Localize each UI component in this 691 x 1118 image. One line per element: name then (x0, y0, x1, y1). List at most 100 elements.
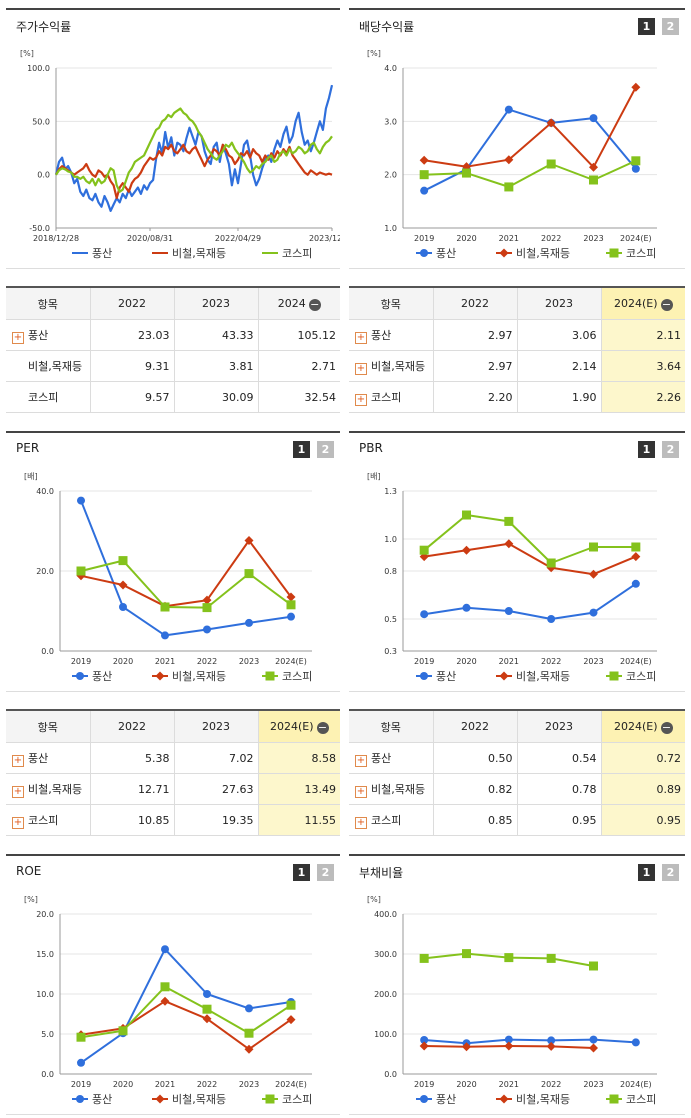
expand-icon[interactable]: + (355, 785, 367, 798)
page-1-button[interactable]: 1 (638, 441, 655, 458)
panel-title: 배당수익률 (359, 20, 415, 34)
page-2-button[interactable]: 2 (662, 18, 679, 35)
cell-value: 5.38 (89, 742, 174, 774)
per-chart: [배] 40.0 20.0 0.0 2019 2020 2021 2022 2023 2024(E… (24, 472, 312, 683)
cell-value: 0.95 (516, 804, 601, 836)
data-point (420, 672, 428, 680)
data-point (504, 516, 514, 526)
collapse-icon[interactable]: − (660, 720, 673, 734)
expand-icon[interactable]: + (355, 754, 367, 767)
data-point (546, 159, 556, 169)
y-tick-label: 2.0 (384, 171, 397, 180)
series-line (424, 159, 637, 188)
x-tick-label: 2019 (71, 657, 91, 666)
row-name: 비철,목재등 (371, 359, 426, 373)
data-point (589, 961, 598, 971)
page-1-button[interactable]: 1 (638, 864, 655, 881)
series-line (424, 1038, 636, 1045)
header-year: 2022 (89, 286, 174, 320)
cell-value: 3.64 (600, 350, 685, 382)
y-tick-label: -50.0 (29, 224, 50, 233)
data-point (420, 1095, 428, 1103)
cell-value: 10.85 (89, 804, 174, 836)
page-2-button[interactable]: 2 (317, 864, 334, 881)
page-2-button[interactable]: 2 (662, 441, 679, 458)
expand-icon[interactable]: + (12, 785, 24, 798)
row-label: + 비철,목재등 (349, 350, 433, 382)
header-item: 항목 (6, 709, 90, 743)
data-point (504, 105, 513, 114)
data-point (420, 1036, 429, 1044)
data-point (265, 671, 275, 681)
y-tick-label: 20.0 (36, 567, 54, 576)
row-label: + 풍산 (349, 742, 433, 774)
data-point (504, 1035, 513, 1044)
row-label: + 풍산 (349, 319, 433, 351)
data-point (589, 175, 598, 185)
cell-value: 1.90 (516, 381, 601, 413)
legend-label: 비철,목재등 (172, 1093, 226, 1106)
y-unit-label: [배] (367, 472, 381, 481)
cell-value: 7.02 (173, 742, 258, 774)
header-year-label: 2024 (277, 296, 306, 310)
page-1-button[interactable]: 1 (293, 441, 310, 458)
data-point (202, 1014, 212, 1024)
cell-value: 8.58 (257, 742, 340, 774)
x-tick-label: 2019 (414, 234, 434, 243)
collapse-icon[interactable]: − (308, 297, 321, 311)
expand-icon[interactable]: + (355, 331, 367, 344)
table-row: + 코스피 2.20 1.90 2.26 (349, 381, 685, 413)
expand-icon[interactable]: + (355, 393, 367, 406)
expand-icon[interactable]: + (355, 362, 367, 375)
expand-icon[interactable]: + (12, 754, 24, 767)
data-point (631, 542, 641, 552)
row-name: 비철,목재등 (28, 360, 83, 373)
data-point (420, 186, 429, 195)
y-tick-label: 400.0 (374, 910, 397, 919)
data-point (161, 631, 169, 640)
data-point (286, 600, 296, 610)
data-point (631, 552, 641, 562)
data-point (202, 595, 212, 605)
legend-label: 코스피 (626, 670, 656, 683)
data-point (504, 953, 514, 963)
data-point (420, 249, 428, 257)
collapse-icon[interactable]: − (660, 297, 673, 311)
data-point (462, 603, 471, 612)
row-label: + 풍산 (6, 319, 90, 351)
y-tick-label: 200.0 (374, 990, 397, 999)
page-2-button[interactable]: 2 (317, 441, 334, 458)
page-2-button[interactable]: 2 (662, 864, 679, 881)
x-tick-label: 2020/08/31 (127, 234, 173, 243)
legend-label: 풍산 (436, 670, 456, 683)
table-row: 비철,목재등 9.31 3.81 2.71 (6, 350, 340, 382)
table-row: + 풍산 23.03 43.33 105.12 (6, 319, 340, 351)
data-point (160, 602, 170, 612)
header-year: 2022 (432, 286, 517, 320)
page-1-button[interactable]: 1 (638, 18, 655, 35)
header-year-estimate: 2024(E) − (600, 709, 685, 743)
row-name: 코스피 (371, 813, 402, 827)
data-point (76, 672, 84, 680)
pbr-panel: PBR 1 2 [배] 1.3 1.0 0.8 0.5 0.3 2019 2020 2021 20… (349, 431, 685, 692)
expand-icon[interactable]: + (12, 816, 24, 829)
x-tick-label: 2022 (541, 234, 561, 243)
dividend-yield-chart: [%]4.0 3.0 2.0 1.0 2019 2020 2021 2022 2023 2024(… (367, 49, 657, 260)
legend-label: 비철,목재등 (516, 1093, 570, 1106)
table-row: + 비철,목재등 12.71 27.63 13.49 (6, 773, 340, 805)
header-year: 2023 (516, 286, 601, 320)
page-1-button[interactable]: 1 (293, 864, 310, 881)
y-tick-label: 40.0 (36, 487, 54, 496)
data-point (265, 1094, 275, 1104)
x-tick-label: 2023 (583, 657, 603, 666)
row-label: + 코스피 (349, 804, 433, 836)
expand-icon[interactable]: + (355, 816, 367, 829)
table-row: + 비철,목재등 2.97 2.14 3.64 (349, 350, 685, 382)
top-strip (0, 0, 691, 8)
data-point (631, 1038, 640, 1047)
expand-icon[interactable]: + (12, 331, 24, 344)
collapse-icon[interactable]: − (316, 720, 329, 734)
series-line (80, 1000, 292, 1051)
data-point (419, 953, 429, 963)
series-line (80, 948, 292, 1064)
